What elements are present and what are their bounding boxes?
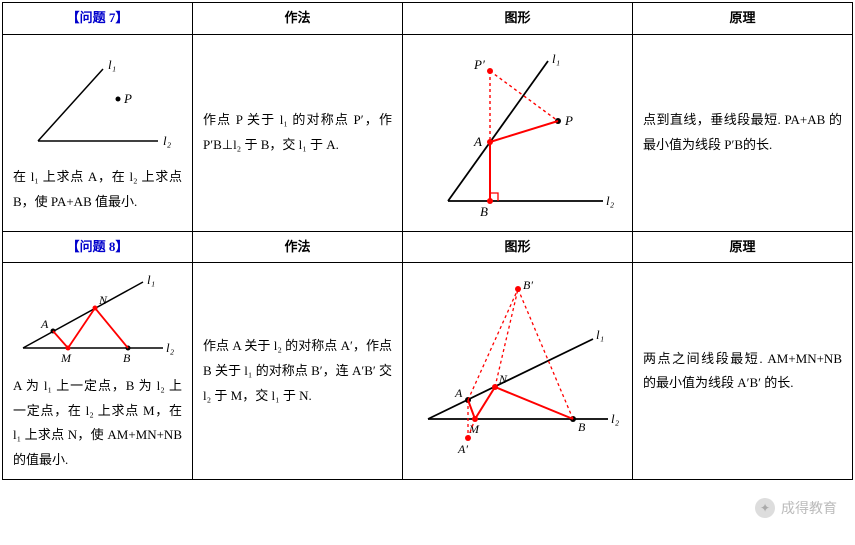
geometry-table: 【问题 7】 作法 图形 原理 l₁ l₂ P 在 l₁ 上求点 A，在 l₂ … bbox=[2, 2, 853, 480]
row8-header: 【问题 8】 作法 图形 原理 bbox=[3, 231, 853, 263]
lbl-l2b: l₂ bbox=[606, 193, 615, 208]
lbl-l1c: l₁ bbox=[147, 272, 155, 287]
hdr-principle8: 原理 bbox=[633, 231, 853, 263]
fig7-cell: l₁ l₂ P P′ A B bbox=[403, 34, 633, 231]
lbl-Bp: B′ bbox=[523, 278, 533, 292]
lbl-Mc: M bbox=[60, 351, 72, 365]
lbl-l2c: l₂ bbox=[166, 340, 175, 355]
method8-text: 作点 A 关于 l₂ 的对称点 A′，作点 B 关于 l₁ 的对称点 B′，连 … bbox=[203, 334, 392, 408]
method7-cell: 作点 P 关于 l₁ 的对称点 P′，作 P′B⊥l₂ 于 B，交 l₁ 于 A… bbox=[193, 34, 403, 231]
hdr-principle7: 原理 bbox=[633, 3, 853, 35]
row7-body: l₁ l₂ P 在 l₁ 上求点 A，在 l₂ 上求点 B，使 PA+AB 值最… bbox=[3, 34, 853, 231]
hdr-q7: 【问题 7】 bbox=[3, 3, 193, 35]
row7-header: 【问题 7】 作法 图形 原理 bbox=[3, 3, 853, 35]
wechat-icon: ✦ bbox=[755, 498, 775, 518]
watermark-text: 成得教育 bbox=[781, 498, 837, 518]
lbl-l2d: l₂ bbox=[611, 411, 620, 426]
principle8-cell: 两点之间线段最短. AM+MN+NB 的最小值为线段 A′B′ 的长. bbox=[633, 263, 853, 480]
lbl-Pb: P bbox=[564, 113, 573, 128]
q8-text: A 为 l₁ 上一定点，B 为 l₂ 上一定点，在 l₂ 上求点 M，在 l₁ … bbox=[13, 374, 182, 473]
method8-cell: 作点 A 关于 l₂ 的对称点 A′，作点 B 关于 l₁ 的对称点 B′，连 … bbox=[193, 263, 403, 480]
row8-body: l₂ l₁ A N M B A 为 l₁ 上一定点，B 为 l₂ 上一定点，在 … bbox=[3, 263, 853, 480]
lbl-l1: l₁ bbox=[108, 57, 116, 72]
lbl-Nd: N bbox=[498, 372, 508, 386]
lbl-Nc: N bbox=[98, 293, 108, 307]
lbl-Md: M bbox=[468, 422, 480, 436]
watermark: ✦ 成得教育 bbox=[755, 498, 837, 518]
hdr-method8: 作法 bbox=[193, 231, 403, 263]
fig8-cell: l₂ l₁ A B A′ B′ M N bbox=[403, 263, 633, 480]
q8-cell: l₂ l₁ A N M B A 为 l₁ 上一定点，B 为 l₂ 上一定点，在 … bbox=[3, 263, 193, 480]
q7-cell: l₁ l₂ P 在 l₁ 上求点 A，在 l₂ 上求点 B，使 PA+AB 值最… bbox=[3, 34, 193, 231]
method7-text: 作点 P 关于 l₁ 的对称点 P′，作 P′B⊥l₂ 于 B，交 l₁ 于 A… bbox=[203, 108, 392, 157]
hdr-figure7: 图形 bbox=[403, 3, 633, 35]
lbl-Ap: A′ bbox=[457, 442, 468, 456]
hdr-method7: 作法 bbox=[193, 3, 403, 35]
q7-fig1: l₁ l₂ P bbox=[18, 51, 178, 161]
lbl-Ac: A bbox=[40, 317, 49, 331]
hdr-figure8: 图形 bbox=[403, 231, 633, 263]
principle8-text: 两点之间线段最短. AM+MN+NB 的最小值为线段 A′B′ 的长. bbox=[643, 347, 842, 396]
hdr-q8: 【问题 8】 bbox=[3, 231, 193, 263]
lbl-A: A bbox=[473, 134, 482, 149]
lbl-Bc: B bbox=[123, 351, 131, 365]
principle7-text: 点到直线，垂线段最短. PA+AB 的最小值为线段 P′B的长. bbox=[643, 108, 842, 157]
principle7-cell: 点到直线，垂线段最短. PA+AB 的最小值为线段 P′B的长. bbox=[633, 34, 853, 231]
q7-text: 在 l₁ 上求点 A，在 l₂ 上求点 B，使 PA+AB 值最小. bbox=[13, 165, 182, 214]
lbl-B: B bbox=[480, 204, 488, 219]
lbl-Ad: A bbox=[454, 386, 463, 400]
q8-fig2: l₂ l₁ A B A′ B′ M N bbox=[413, 269, 623, 469]
lbl-Bd: B bbox=[578, 420, 586, 434]
q8-fig1: l₂ l₁ A N M B bbox=[13, 270, 183, 370]
q7-fig2: l₁ l₂ P P′ A B bbox=[418, 41, 618, 221]
lbl-Pp: P′ bbox=[473, 57, 485, 72]
lbl-l2: l₂ bbox=[163, 133, 172, 148]
lbl-P: P bbox=[123, 91, 132, 106]
lbl-l1d: l₁ bbox=[596, 327, 604, 342]
lbl-l1b: l₁ bbox=[552, 51, 560, 66]
